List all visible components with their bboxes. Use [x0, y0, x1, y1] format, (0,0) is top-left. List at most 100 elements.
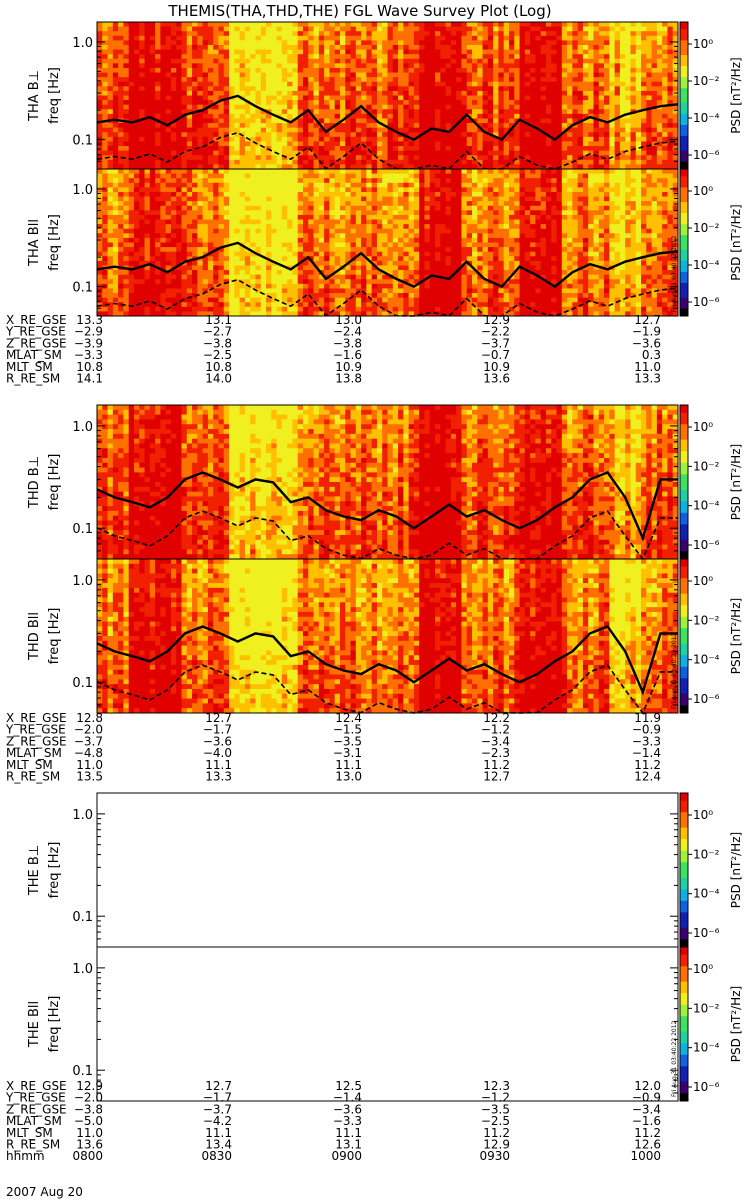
heatmap-cell: [112, 270, 119, 276]
heatmap-cell: [646, 109, 652, 115]
heatmap-cell: [318, 141, 325, 147]
heatmap-cell: [176, 44, 182, 50]
heatmap-cell: [582, 26, 589, 32]
heatmap-cell: [271, 196, 277, 202]
heatmap-cell: [524, 35, 531, 41]
heatmap-cell: [170, 293, 177, 299]
heatmap-cell: [155, 182, 161, 188]
heatmap-cell: [176, 219, 182, 225]
heatmap-cell: [250, 187, 256, 193]
heatmap-cell: [535, 81, 542, 87]
heatmap-cell: [128, 72, 135, 78]
heatmap-cell: [329, 22, 336, 27]
heatmap-cell: [197, 150, 204, 156]
heatmap-cell: [577, 81, 584, 87]
heatmap-cell: [297, 210, 304, 216]
heatmap-cell: [292, 214, 299, 220]
heatmap-cell: [577, 150, 584, 156]
heatmap-cell: [229, 141, 235, 147]
heatmap-cell: [260, 205, 267, 211]
heatmap-cell: [614, 81, 621, 87]
heatmap-cell: [229, 247, 235, 253]
heatmap-cell: [207, 237, 214, 243]
heatmap-cell: [429, 22, 436, 27]
heatmap-cell: [376, 81, 383, 87]
heatmap-cell: [582, 72, 589, 78]
heatmap-cell: [604, 146, 610, 152]
heatmap-cell: [281, 35, 288, 41]
heatmap-cell: [207, 297, 214, 303]
heatmap-cell: [202, 311, 209, 317]
heatmap-cell: [413, 86, 420, 92]
heatmap-cell: [588, 123, 594, 129]
heatmap-cell: [218, 251, 225, 257]
heatmap-cell: [229, 58, 235, 64]
heatmap-cell: [619, 26, 626, 32]
heatmap-cell: [149, 123, 156, 129]
heatmap-cell: [339, 44, 346, 50]
heatmap-cell: [604, 22, 610, 27]
heatmap-cell: [551, 150, 557, 156]
heatmap-cell: [276, 159, 283, 165]
heatmap-cell: [408, 141, 415, 147]
heatmap-cell: [593, 136, 600, 142]
heatmap-cell: [133, 201, 140, 207]
heatmap-cell: [472, 63, 478, 69]
heatmap-cell: [128, 237, 135, 243]
heatmap-cell: [202, 31, 209, 37]
heatmap-cell: [545, 40, 552, 46]
heatmap-cell: [609, 31, 616, 37]
heatmap-cell: [260, 297, 267, 303]
heatmap-cell: [287, 155, 293, 161]
heatmap-cell: [112, 187, 119, 193]
heatmap-cell: [244, 67, 251, 73]
heatmap-cell: [302, 260, 309, 266]
heatmap-cell: [144, 136, 151, 142]
heatmap-cell: [223, 302, 230, 308]
heatmap-cell: [223, 293, 230, 299]
heatmap-cell: [266, 311, 272, 317]
heatmap-cell: [355, 109, 362, 115]
heatmap-cell: [366, 95, 373, 101]
heatmap-cell: [308, 205, 314, 211]
heatmap-cell: [413, 31, 420, 37]
heatmap-cell: [260, 224, 267, 230]
heatmap-cell: [345, 72, 351, 78]
heatmap-cell: [139, 49, 145, 55]
heatmap-cell: [202, 26, 209, 32]
heatmap-cell: [223, 187, 230, 193]
heatmap-cell: [281, 224, 288, 230]
heatmap-cell: [170, 146, 177, 152]
heatmap-cell: [234, 123, 241, 129]
heatmap-cell: [551, 164, 557, 170]
heatmap-cell: [429, 113, 436, 119]
heatmap-cell: [181, 109, 188, 115]
heatmap-cell: [530, 109, 536, 115]
heatmap-cell: [207, 191, 214, 197]
heatmap-cell: [376, 26, 383, 32]
heatmap-cell: [133, 26, 140, 32]
heatmap-cell: [170, 237, 177, 243]
heatmap-cell: [641, 109, 647, 115]
heatmap-cell: [535, 35, 542, 41]
heatmap-cell: [472, 81, 478, 87]
heatmap-cell: [239, 201, 246, 207]
heatmap-cell: [361, 63, 367, 69]
heatmap-cell: [493, 31, 499, 37]
heatmap-cell: [387, 22, 394, 27]
heatmap-cell: [487, 159, 494, 165]
heatmap-cell: [112, 219, 119, 225]
heatmap-cell: [672, 164, 679, 170]
heatmap-cell: [186, 81, 193, 87]
heatmap-cell: [604, 26, 610, 32]
heatmap-cell: [514, 146, 520, 152]
heatmap-cell: [302, 100, 309, 106]
heatmap-cell: [139, 247, 145, 253]
heatmap-cell: [271, 146, 277, 152]
heatmap-cell: [155, 77, 161, 83]
heatmap-cell: [361, 164, 367, 170]
heatmap-cell: [540, 104, 547, 110]
heatmap-cell: [398, 72, 404, 78]
heatmap-cell: [651, 132, 658, 138]
heatmap-cell: [197, 191, 204, 197]
